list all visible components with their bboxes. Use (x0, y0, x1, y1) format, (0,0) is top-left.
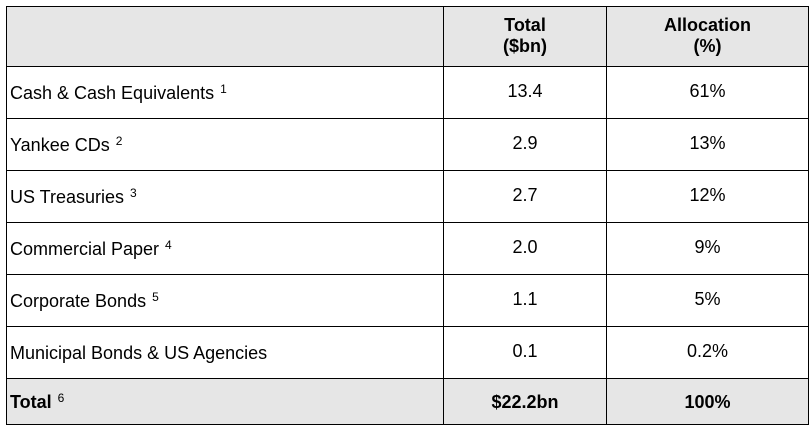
total-allocation: 100% (606, 378, 809, 425)
table-row: Municipal Bonds & US Agencies 0.1 0.2% (6, 326, 809, 379)
header-cell-total: Total ($bn) (443, 6, 607, 67)
footnote-marker: 6 (57, 391, 65, 405)
table-row: US Treasuries 3 2.7 12% (6, 170, 809, 223)
footnote-marker: 2 (115, 134, 123, 148)
row-label-cell: Municipal Bonds & US Agencies (6, 326, 444, 379)
row-allocation: 12% (606, 170, 809, 223)
footnote-marker: 4 (165, 238, 172, 252)
total-label-cell: Total 6 (6, 378, 444, 425)
row-label-cell: Cash & Cash Equivalents 1 (6, 66, 444, 119)
row-label-cell: US Treasuries 3 (6, 170, 444, 223)
header-cell-category (6, 6, 444, 67)
row-allocation: 5% (606, 274, 809, 327)
total-amount: $22.2bn (443, 378, 607, 425)
row-total: 2.7 (443, 170, 607, 223)
row-total: 2.9 (443, 118, 607, 171)
row-label-cell: Corporate Bonds 5 (6, 274, 444, 327)
header-total-title: Total (504, 15, 546, 35)
header-allocation-title: Allocation (663, 15, 751, 35)
total-label: Total (10, 392, 52, 412)
row-label: US Treasuries (10, 187, 125, 207)
header-cell-allocation: Allocation (%) (606, 6, 809, 67)
table-row: Cash & Cash Equivalents 1 13.4 61% (6, 66, 809, 119)
table-row: Commercial Paper 4 2.0 9% (6, 222, 809, 275)
header-allocation-unit: (%) (693, 36, 722, 56)
row-total: 13.4 (443, 66, 607, 119)
row-label-cell: Yankee CDs 2 (6, 118, 444, 171)
row-label: Commercial Paper (10, 239, 160, 259)
row-total: 0.1 (443, 326, 607, 379)
header-total-unit: ($bn) (503, 36, 547, 56)
header-row: Total ($bn) Allocation (%) (6, 6, 809, 67)
row-label: Yankee CDs (10, 135, 110, 155)
footnote-marker: 3 (130, 186, 137, 200)
row-total: 1.1 (443, 274, 607, 327)
row-label: Cash & Cash Equivalents (10, 83, 215, 103)
row-allocation: 61% (606, 66, 809, 119)
allocation-table: Total ($bn) Allocation (%) Cash & Cash E… (6, 6, 809, 425)
table-row: Corporate Bonds 5 1.1 5% (6, 274, 809, 327)
row-allocation: 13% (606, 118, 809, 171)
row-label-cell: Commercial Paper 4 (6, 222, 444, 275)
row-allocation: 0.2% (606, 326, 809, 379)
footnote-marker: 1 (220, 82, 227, 96)
row-total: 2.0 (443, 222, 607, 275)
row-label: Corporate Bonds (10, 291, 147, 311)
row-label: Municipal Bonds & US Agencies (10, 343, 268, 363)
footnote-marker: 5 (152, 290, 159, 304)
table-row: Yankee CDs 2 2.9 13% (6, 118, 809, 171)
total-row: Total 6 $22.2bn 100% (6, 378, 809, 425)
row-allocation: 9% (606, 222, 809, 275)
